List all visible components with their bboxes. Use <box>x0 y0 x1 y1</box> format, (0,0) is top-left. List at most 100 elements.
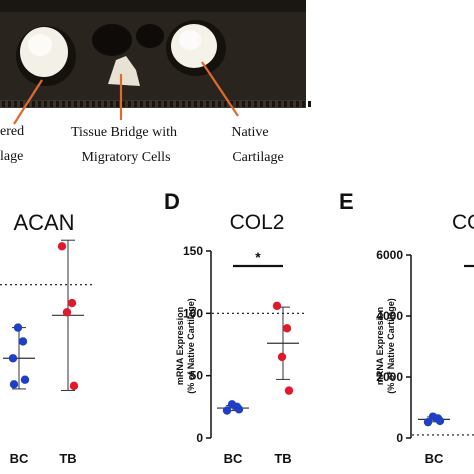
ruler-tick <box>2 101 5 107</box>
y-tick-label: 0 <box>396 431 403 445</box>
col2-ylabel-line2: (% of Native Cartilage) <box>186 298 196 394</box>
native-label-line2: Cartilage <box>232 150 283 165</box>
ruler-tick <box>212 101 215 107</box>
dark-void-right <box>136 24 164 48</box>
panel-letter-e: E <box>339 189 354 214</box>
data-point-tb <box>67 298 77 308</box>
ruler-tick <box>140 101 143 107</box>
ruler-tick <box>56 101 59 107</box>
ruler-tick <box>92 101 95 107</box>
data-point-bc <box>20 375 30 384</box>
significance-star: * <box>255 249 261 265</box>
ruler-tick <box>128 101 131 107</box>
data-point-tb <box>282 324 292 333</box>
ruler-tick <box>152 101 155 107</box>
ruler-tick <box>86 101 89 107</box>
col3-category-bc: BC <box>425 451 444 466</box>
ruler-tick <box>206 101 209 107</box>
engineered-label-line2: lage <box>0 149 23 164</box>
ruler-tick <box>230 101 233 107</box>
data-point-bc <box>9 380 19 389</box>
y-tick-label: 150 <box>183 244 203 258</box>
ruler-tick <box>44 101 47 107</box>
ruler-tick <box>296 101 299 107</box>
acan-category-tb: TB <box>59 451 76 466</box>
ruler-tick <box>14 101 17 107</box>
data-point-tb <box>69 381 79 391</box>
ruler-tick <box>290 101 293 107</box>
ruler-tick <box>278 101 281 107</box>
data-point-bc <box>435 416 445 426</box>
data-point-bc <box>227 400 237 409</box>
ruler-tick <box>254 101 257 107</box>
tissue-bridge <box>108 56 140 86</box>
col3-ylabel-line2: (% of Native Cartilage) <box>386 298 396 394</box>
ruler-tick <box>248 101 251 107</box>
pointer-native <box>201 61 239 117</box>
ruler-tick <box>110 101 113 107</box>
engineered-label-line1: ered <box>0 124 24 139</box>
data-point-bc <box>428 412 438 421</box>
data-point-bc <box>8 354 18 363</box>
col3-ylabel: mRNA Expression (% of Native Cartilage) <box>375 298 396 394</box>
data-point-tb <box>277 352 287 362</box>
ruler-tick <box>302 101 305 107</box>
ruler-tick <box>224 101 227 107</box>
chart-acan <box>0 239 92 391</box>
data-point-tb <box>62 308 72 317</box>
data-point-bc <box>222 406 232 415</box>
bridge-label-line2: Migratory Cells <box>81 150 170 165</box>
native-pellet-highlight <box>179 30 201 50</box>
ruler-tick <box>116 101 119 107</box>
ruler-tick <box>260 101 263 107</box>
y-tick-label: 4000 <box>376 309 403 323</box>
y-tick-label: 6000 <box>376 248 403 262</box>
ruler-tick <box>164 101 167 107</box>
ruler-tick <box>104 101 107 107</box>
ruler-tick <box>38 101 41 107</box>
col2-ylabel-line1: mRNA Expression <box>175 307 185 385</box>
ruler-tick <box>80 101 83 107</box>
chart-col2-title: COL2 <box>230 211 285 234</box>
chart-acan-title: ACAN <box>13 210 74 235</box>
bridge-label-line1: Tissue Bridge with <box>71 125 177 140</box>
acan-category-bc: BC <box>10 451 29 466</box>
category-labels: BC TB BC TB BC <box>10 451 444 466</box>
ruler-tick <box>194 101 197 107</box>
data-point-bc <box>13 323 23 332</box>
photo-ruler-ticks <box>2 101 311 107</box>
ruler-tick <box>50 101 53 107</box>
ruler-tick <box>146 101 149 107</box>
ruler-tick <box>236 101 239 107</box>
chart-col-third: 0 2000 4000 6000 <box>376 248 474 445</box>
data-point-bc <box>18 337 28 346</box>
ruler-tick <box>200 101 203 107</box>
ruler-tick <box>272 101 275 107</box>
photo-shadow-band <box>0 0 306 12</box>
col2-ylabel: mRNA Expression (% of Native Cartilage) <box>175 298 196 394</box>
y-tick-label: 100 <box>183 306 203 320</box>
ruler-tick <box>170 101 173 107</box>
ruler-tick <box>32 101 35 107</box>
ruler-tick <box>182 101 185 107</box>
y-tick-label: 0 <box>196 431 203 445</box>
ruler-tick <box>20 101 23 107</box>
ruler-tick <box>308 101 311 107</box>
pointer-engineered <box>13 79 43 125</box>
ruler-tick <box>8 101 11 107</box>
data-point-tb <box>284 386 294 395</box>
photo-labels: ered lage Tissue Bridge with Migratory C… <box>0 124 284 165</box>
chart-col-third-title: CO <box>452 211 474 234</box>
y-tick-label: 50 <box>190 369 204 383</box>
engineered-pellet-highlight <box>28 34 52 56</box>
ruler-tick <box>62 101 65 107</box>
y-tick-label: 2000 <box>376 370 403 384</box>
chart-col2: 0 50 100 150 * <box>183 244 306 445</box>
panel-letter-d: D <box>164 189 180 214</box>
dark-void <box>92 24 132 56</box>
ruler-tick <box>188 101 191 107</box>
ruler-tick <box>242 101 245 107</box>
native-label-line1: Native <box>231 125 268 140</box>
ruler-tick <box>158 101 161 107</box>
